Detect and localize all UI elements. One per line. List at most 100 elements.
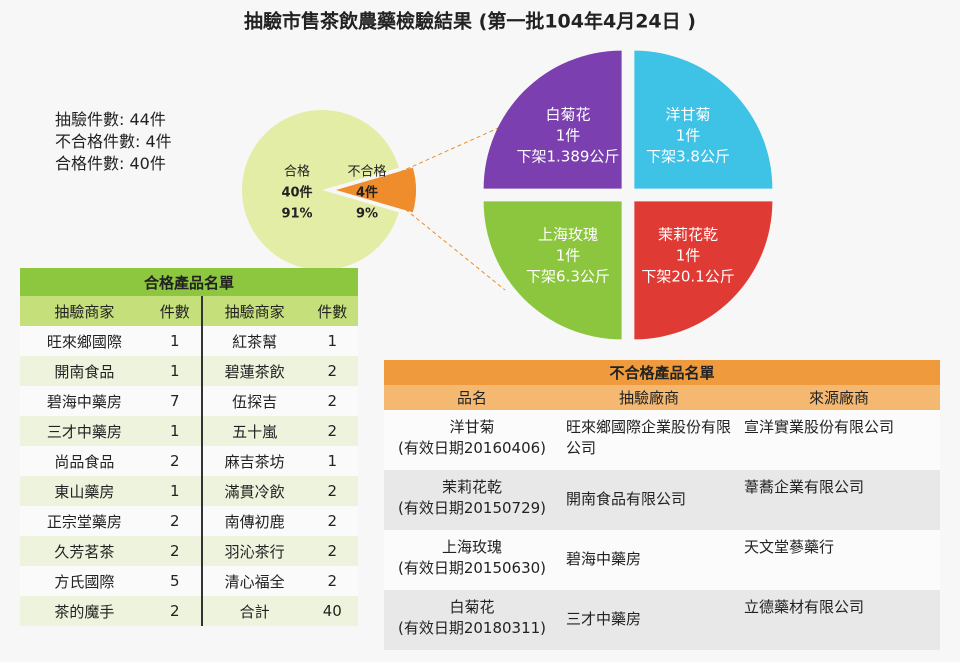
table-text: (有效日期20160406)	[397, 439, 547, 457]
slice-label: 下架20.1公斤	[641, 268, 734, 286]
table-text: (有效日期20180311)	[397, 619, 547, 637]
table-cell: 2	[306, 416, 358, 446]
summary-line: 抽驗件數: 44件	[55, 110, 166, 129]
table-cell: 碧海中藥房	[20, 386, 149, 416]
table-cell: 羽沁茶行	[200, 536, 307, 566]
table-cell: 三才中藥房	[20, 416, 149, 446]
connector	[399, 124, 506, 173]
slice-label: 白菊花	[545, 105, 590, 123]
table-cell: 紅茶幫	[200, 326, 307, 356]
title: 抽驗市售茶飲農藥檢驗結果 (第一批104年4月24日 )	[244, 10, 696, 33]
table-cell: 宣洋實業股份有限公司	[738, 410, 940, 470]
table-cell: 2	[306, 506, 358, 536]
table-cell: 2	[148, 446, 202, 476]
table-cell: 1	[148, 356, 202, 386]
slice-label: 茉莉花乾	[658, 226, 718, 244]
table-row: 茉莉花乾 (有效日期20150729) 開南食品有限公司 葦蕎企業有限公司	[384, 470, 940, 530]
passed-table: 合格產品名單 抽驗商家 件數 抽驗商家 件數 旺來鄉國際 1 紅茶幫 1 開南食品 1 碧蓮茶飲 2 碧海…	[20, 268, 358, 626]
table-text: (有效日期20150729)	[397, 499, 547, 517]
slice-label: 洋甘菊	[666, 105, 711, 123]
table-cell: 東山藥房	[20, 476, 149, 506]
title-row: 合格產品名單	[20, 268, 358, 296]
table-cell: 2	[148, 506, 202, 536]
table-cell: 方氏國際	[20, 566, 149, 596]
pie-slice	[242, 110, 399, 270]
table-cell: 五十嵐	[200, 416, 307, 446]
table-cell: 洋甘菊 (有效日期20160406)	[384, 410, 560, 470]
table-text: (有效日期20150630)	[397, 559, 547, 577]
table-cell: 2	[148, 536, 202, 566]
table-cell: 1	[306, 446, 358, 476]
table-row: 旺來鄉國際 1 紅茶幫 1	[20, 326, 358, 356]
table-cell: 茶的魔手	[20, 596, 149, 626]
table-cell: 2	[306, 476, 358, 506]
slice-label: 1件	[556, 247, 581, 265]
slice-label: 下架1.389公斤	[516, 147, 619, 165]
header-row: 抽驗商家 件數 抽驗商家 件數	[20, 296, 358, 326]
table-cell: 1	[148, 476, 202, 506]
table-cell: 1	[148, 326, 202, 356]
title-row: 不合格產品名單	[384, 360, 940, 385]
table-row: 東山藥房 1 滿貫冷飲 2	[20, 476, 358, 506]
table-cell: 2	[148, 596, 202, 626]
table-cell: 上海玫瑰 (有效日期20150630)	[384, 530, 560, 590]
table-cell: 葦蕎企業有限公司	[738, 470, 940, 530]
table-row: 開南食品 1 碧蓮茶飲 2	[20, 356, 358, 386]
connector	[399, 204, 506, 291]
summary-line: 不合格件數: 4件	[55, 132, 172, 151]
table-row: 久芳茗茶 2 羽沁茶行 2	[20, 536, 358, 566]
table-cell: 碧蓮茶飲	[200, 356, 307, 386]
table-row: 方氏國際 5 清心福全 2	[20, 566, 358, 596]
table-row: 茶的魔手 2 合計 40	[20, 596, 358, 626]
slice-label: 1件	[676, 247, 701, 265]
table-cell: 抽驗商家	[200, 296, 307, 326]
table-cell: 合計	[200, 596, 307, 626]
table-cell: 南傳初鹿	[200, 506, 307, 536]
table-cell: 清心福全	[200, 566, 307, 596]
table-cell: 茉莉花乾 (有效日期20150729)	[384, 470, 560, 530]
table-cell: 2	[306, 386, 358, 416]
table-cell: 旺來鄉國際	[20, 326, 149, 356]
table-cell: 件數	[148, 296, 202, 326]
table-cell: 1	[148, 416, 202, 446]
table-cell: 三才中藥房	[560, 590, 738, 650]
table-cell: 伍探吉	[200, 386, 307, 416]
table-cell: 5	[148, 566, 202, 596]
table-cell: 白菊花 (有效日期20180311)	[384, 590, 560, 650]
table-cell: 尚品食品	[20, 446, 149, 476]
table-cell: 麻吉茶坊	[200, 446, 307, 476]
table-cell: 2	[306, 536, 358, 566]
table-row: 洋甘菊 (有效日期20160406) 旺來鄉國際企業股份有限公司 宣洋實業股份有限公司	[384, 410, 940, 470]
pie-slice	[634, 201, 773, 340]
table-cell: 來源廠商	[738, 385, 940, 410]
table-text: 茉莉花乾	[441, 478, 502, 496]
table-cell: 合格產品名單	[20, 268, 358, 296]
slice-label: 1件	[556, 126, 581, 144]
table-cell: 40	[306, 596, 358, 626]
table-cell: 碧海中藥房	[560, 530, 738, 590]
table-row: 上海玫瑰 (有效日期20150630) 碧海中藥房 天文堂蔘藥行	[384, 530, 940, 590]
slice-label: 上海玫瑰	[538, 226, 598, 244]
table-cell: 2	[306, 356, 358, 386]
table-row: 碧海中藥房 7 伍探吉 2	[20, 386, 358, 416]
header-row: 品名 抽驗廠商 來源廠商	[384, 385, 940, 410]
slice-label: 合格	[284, 164, 310, 180]
table-cell: 件數	[306, 296, 358, 326]
table-text: 上海玫瑰	[441, 538, 502, 556]
table-text: 白菊花	[449, 598, 495, 616]
table-cell: 立德藥材有限公司	[738, 590, 940, 650]
table-row: 尚品食品 2 麻吉茶坊 1	[20, 446, 358, 476]
table-cell: 1	[306, 326, 358, 356]
pie-slice	[483, 201, 622, 340]
table-cell: 開南食品有限公司	[560, 470, 738, 530]
table-cell: 天文堂蔘藥行	[738, 530, 940, 590]
pie-slice	[634, 50, 773, 189]
table-cell: 滿貫冷飲	[200, 476, 307, 506]
slice-label: 4件	[356, 185, 378, 201]
slice-label: 下架3.8公斤	[646, 147, 730, 165]
summary-line: 合格件數: 40件	[55, 154, 166, 173]
table-cell: 旺來鄉國際企業股份有限公司	[560, 410, 738, 470]
table-cell: 正宗堂藥房	[20, 506, 149, 536]
